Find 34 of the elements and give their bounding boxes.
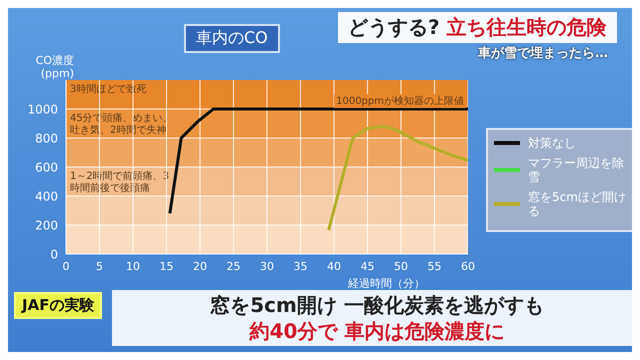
chart-title: 車内のCO [184,24,280,53]
x-tick-label: 20 [193,260,207,273]
line-series [327,124,468,232]
y-tick-label: 0 [50,247,58,262]
text: 立ち往生時の危険 [446,15,607,39]
x-tick-label: 35 [294,260,308,273]
x-tick-label: 55 [428,260,442,273]
legend-label: 窓を5cmほど開ける [528,190,627,218]
legend-label: 対策なし [528,136,576,150]
x-tick-label: 30 [260,260,274,273]
y-tick-label: 1000 [27,102,58,116]
x-axis-title: 経過時間（分） [348,276,425,291]
x-tick-label: 45 [360,260,374,273]
y-tick-label: 200 [35,218,58,232]
x-tick-label: 40 [327,260,341,273]
x-tick-label: 10 [126,260,140,273]
text: JAFの実験 [14,292,102,319]
x-tick-label: 25 [226,260,240,273]
x-tick-label: 50 [394,260,408,273]
text: 窓を5cm開け 一酸化炭素を逃がすも [209,292,545,318]
x-tick-label: 0 [62,260,70,273]
x-tick-label: 5 [96,260,103,273]
annotation: 1000ppmが検知器の上限値 [334,94,466,108]
text: 約40分で 車内は危険濃度に [248,318,506,344]
y-tick-label: 400 [35,189,58,204]
legend-label: マフラー周辺を除雪 [528,156,625,184]
y-tick-label: 600 [35,160,58,174]
x-tick-label: 60 [461,260,475,273]
text: どうする? [348,15,440,39]
text: 車が雪で埋まったら… [478,45,608,62]
x-tick-label: 15 [160,260,174,273]
y-tick-label: 800 [35,131,58,146]
y-axis-title: CO濃度 (ppm) [34,54,74,80]
line-series [168,108,468,215]
